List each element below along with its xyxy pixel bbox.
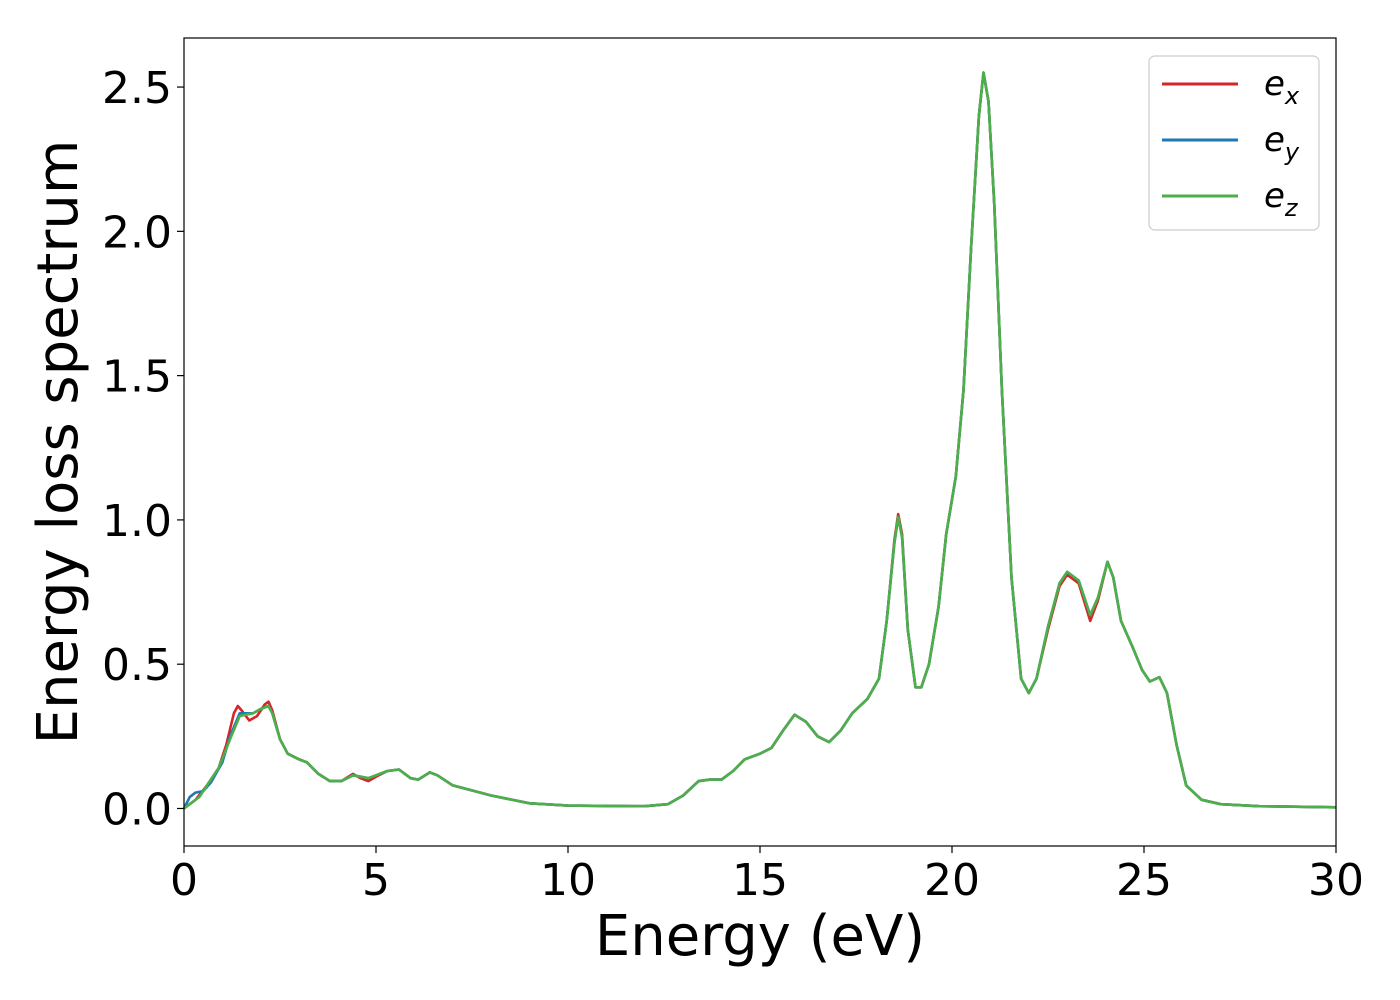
legend-label-x: ex (1264, 64, 1300, 110)
x-tick-label: 10 (540, 855, 596, 906)
y-tick-label: 2.5 (102, 63, 172, 114)
y-axis-title: Energy loss spectrum (26, 140, 91, 745)
plot-background (184, 38, 1336, 846)
y-tick-label: 1.0 (102, 496, 172, 547)
x-tick-label: 25 (1116, 855, 1172, 906)
series-layer (182, 71, 1337, 810)
plot-frame (183, 37, 1337, 847)
legend-label-z: ez (1264, 176, 1299, 222)
x-tick-label: 5 (362, 855, 390, 906)
y-tick-label: 2.0 (102, 207, 172, 258)
x-axis-title: Energy (eV) (595, 904, 925, 969)
legend-label-y: ey (1264, 120, 1300, 166)
x-tick-label: 30 (1308, 855, 1364, 906)
legend-box (1148, 55, 1320, 231)
x-tick-label: 20 (924, 855, 980, 906)
y-tick-label: 1.5 (102, 352, 172, 403)
x-tick-label: 15 (732, 855, 788, 906)
legend: ex ey ez (1148, 55, 1320, 231)
y-tick-label: 0.5 (102, 640, 172, 691)
y-tick-label: 0.0 (102, 784, 172, 835)
series-line-z (183, 71, 1337, 810)
axis-ticks: 0 5 10 15 20 25 30 0.0 0.5 1.0 1.5 2.0 2.5 (102, 63, 1364, 906)
x-tick-label: 0 (170, 855, 198, 906)
